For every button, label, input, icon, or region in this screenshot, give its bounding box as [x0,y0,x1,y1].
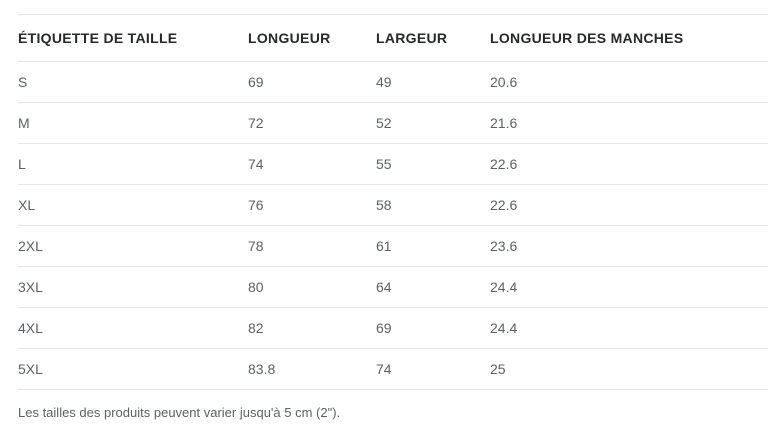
cell-sleeve: 21.6 [490,102,768,144]
header-row: ÉTIQUETTE DE TAILLE LONGUEUR LARGEUR LON… [18,14,768,62]
cell-width: 69 [376,307,490,349]
cell-size: L [18,143,248,185]
cell-size: M [18,102,248,144]
table-row: 2XL 78 61 23.6 [18,225,768,267]
cell-width: 74 [376,348,490,390]
cell-sleeve: 22.6 [490,184,768,226]
table-row: S 69 49 20.6 [18,61,768,103]
table-row: 3XL 80 64 24.4 [18,266,768,308]
table-row: XL 76 58 22.6 [18,184,768,226]
cell-length: 76 [248,184,376,226]
column-header-length: LONGUEUR [248,14,376,62]
cell-sleeve: 20.6 [490,61,768,103]
cell-size: 4XL [18,307,248,349]
table-row: L 74 55 22.6 [18,143,768,185]
cell-width: 64 [376,266,490,308]
cell-length: 72 [248,102,376,144]
cell-width: 55 [376,143,490,185]
table-row: 5XL 83.8 74 25 [18,348,768,390]
cell-width: 49 [376,61,490,103]
cell-length: 80 [248,266,376,308]
cell-sleeve: 23.6 [490,225,768,267]
cell-size: 3XL [18,266,248,308]
table-row: 4XL 82 69 24.4 [18,307,768,349]
cell-size: 2XL [18,225,248,267]
cell-length: 78 [248,225,376,267]
cell-width: 58 [376,184,490,226]
cell-size: S [18,61,248,103]
cell-size: 5XL [18,348,248,390]
column-header-size-label: ÉTIQUETTE DE TAILLE [18,14,248,62]
cell-width: 52 [376,102,490,144]
size-variance-note: Les tailles des produits peuvent varier … [18,405,341,420]
cell-width: 61 [376,225,490,267]
cell-size: XL [18,184,248,226]
cell-sleeve: 24.4 [490,266,768,308]
cell-length: 74 [248,143,376,185]
column-header-sleeve-length: LONGUEUR DES MANCHES [490,14,768,62]
column-header-width: LARGEUR [376,14,490,62]
cell-length: 69 [248,61,376,103]
cell-sleeve: 25 [490,348,768,390]
cell-length: 83.8 [248,348,376,390]
cell-length: 82 [248,307,376,349]
size-chart-table: ÉTIQUETTE DE TAILLE LONGUEUR LARGEUR LON… [18,14,768,390]
size-chart-page: ÉTIQUETTE DE TAILLE LONGUEUR LARGEUR LON… [0,14,768,443]
table-row: M 72 52 21.6 [18,102,768,144]
cell-sleeve: 24.4 [490,307,768,349]
cell-sleeve: 22.6 [490,143,768,185]
